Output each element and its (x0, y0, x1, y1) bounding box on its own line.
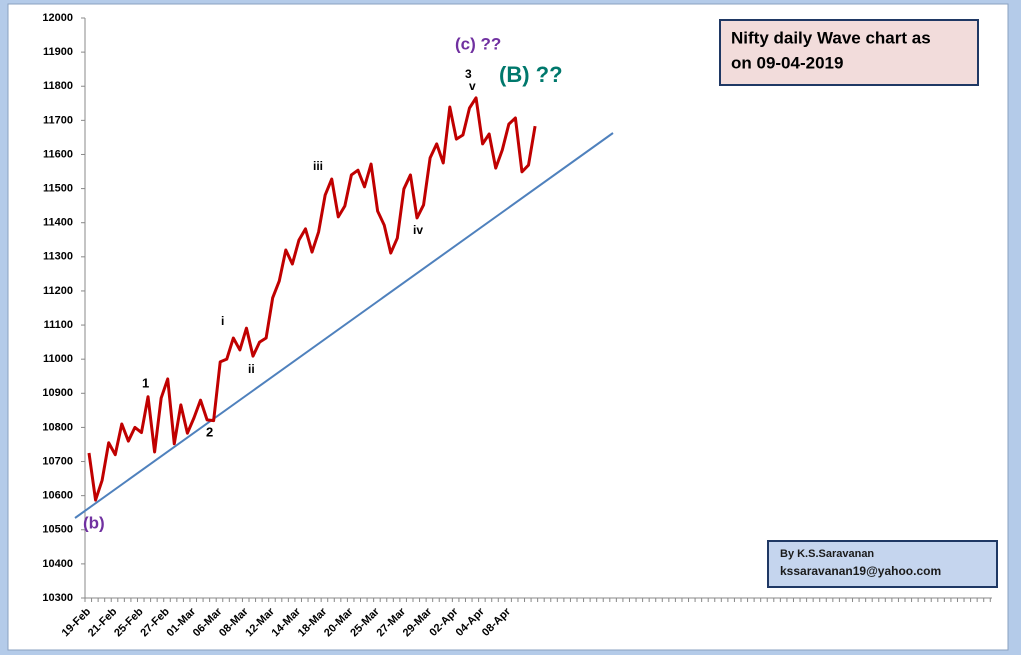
y-tick-label: 11200 (43, 285, 73, 297)
trendline (74, 132, 614, 519)
credit: kssaravanan19@yahoo.com (780, 564, 941, 578)
annotation: (b) (83, 513, 105, 532)
y-tick-label: 11500 (43, 182, 73, 194)
annotation: i (221, 314, 224, 328)
y-tick-label: 10900 (42, 387, 73, 399)
chart-title: on 09-04-2019 (731, 53, 843, 72)
y-tick-label: 11300 (43, 251, 73, 263)
y-tick-label: 11400 (43, 217, 73, 229)
y-tick-label: 11900 (43, 46, 73, 58)
series-line (87, 96, 537, 502)
title-box (719, 19, 979, 86)
annotation: (c) ?? (455, 34, 501, 53)
annotation: 2 (206, 424, 213, 439)
annotation: iii (313, 159, 323, 173)
annotation: 1 (142, 375, 149, 390)
y-tick-label: 10700 (42, 455, 73, 467)
y-tick-label: 11100 (44, 319, 73, 331)
y-tick-label: 10400 (42, 558, 73, 570)
annotation: ii (248, 362, 255, 376)
annotation: (B) ?? (499, 62, 563, 87)
y-tick-label: 10300 (42, 592, 73, 604)
y-tick-label: 10500 (42, 524, 73, 536)
y-tick-label: 10800 (42, 421, 73, 433)
y-tick-label: 10600 (42, 490, 73, 502)
y-tick-label: 11800 (43, 80, 73, 92)
annotation: iv (413, 223, 423, 237)
credit-box (767, 540, 998, 588)
y-tick-label: 11700 (43, 114, 73, 126)
y-tick-label: 11600 (43, 148, 73, 160)
credit: By K.S.Saravanan (780, 548, 874, 560)
y-tick-label: 11000 (43, 353, 73, 365)
chart-title: Nifty daily Wave chart as (731, 28, 931, 47)
annotation: 3 (465, 67, 472, 81)
annotation: v (469, 79, 476, 93)
y-tick-label: 12000 (42, 12, 73, 24)
